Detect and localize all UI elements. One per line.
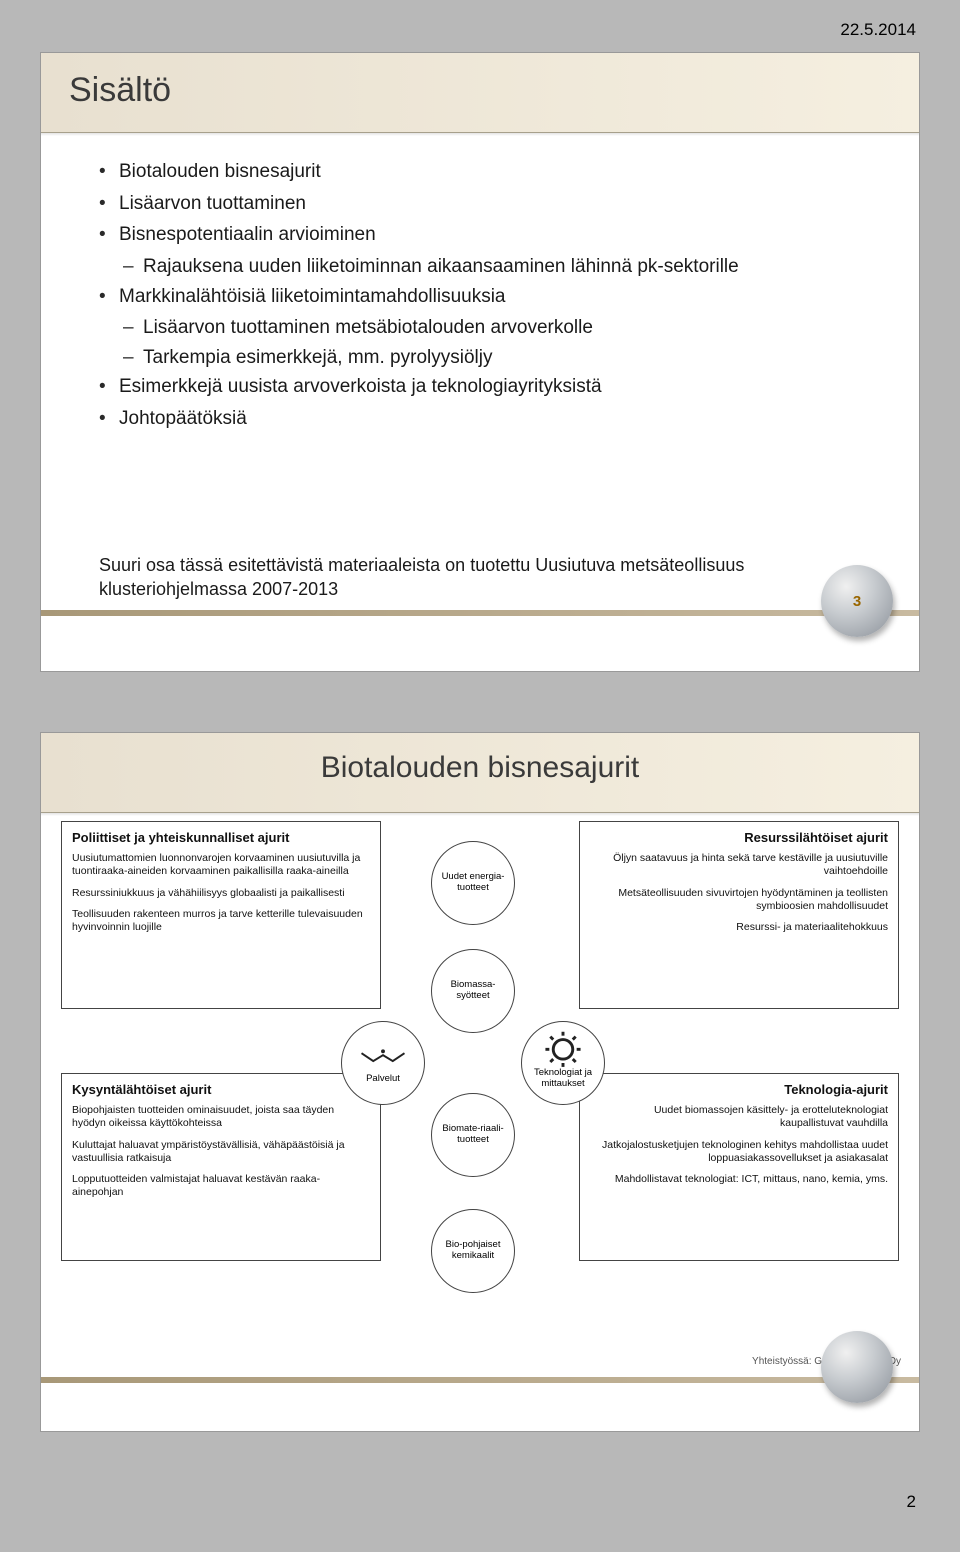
box-technology: Teknologia-ajurit Uudet biomassojen käsi…: [579, 1073, 899, 1261]
slide1-body: Biotalouden bisnesajurit Lisäarvon tuott…: [41, 133, 919, 458]
decorative-bar: [41, 1377, 919, 1383]
slide1-footer-note: Suuri osa tässä esitettävistä materiaale…: [99, 554, 839, 601]
bullet-item: Biotalouden bisnesajurit: [99, 159, 871, 185]
sub-bullet: Tarkempia esimerkkejä, mm. pyrolyysiöljy: [99, 345, 871, 371]
slide-1: Sisältö Biotalouden bisnesajurit Lisäarv…: [40, 52, 920, 672]
slide-number-badge: 3: [853, 593, 861, 610]
bullet-item: Bisnespotentiaalin arvioiminen: [99, 222, 871, 248]
box-title: Kysyntälähtöiset ajurit: [72, 1082, 370, 1098]
sub-bullet: Rajauksena uuden liiketoiminnan aikaansa…: [99, 254, 871, 280]
box-text: Lopputuotteiden valmistajat haluavat kes…: [72, 1173, 370, 1199]
bullet-item: Johtopäätöksiä: [99, 406, 871, 432]
bullet-item: Lisäarvon tuottaminen: [99, 191, 871, 217]
circle-label: Bio-pohjaiset kemikaalit: [436, 1240, 510, 1262]
box-text: Teollisuuden rakenteen murros ja tarve k…: [72, 908, 370, 934]
handshake-icon: [342, 1022, 424, 1104]
globe-icon: [821, 1331, 893, 1403]
box-text: Biopohjaisten tuotteiden ominaisuudet, j…: [72, 1104, 370, 1130]
circle-biomaterial-products: Biomate-riaali-tuotteet: [431, 1093, 515, 1177]
slide2-title: Biotalouden bisnesajurit: [69, 751, 891, 785]
slide1-header: Sisältö: [41, 53, 919, 133]
decorative-bar: [41, 610, 919, 616]
circle-label: Biomassa-syötteet: [436, 980, 510, 1002]
page-number: 2: [40, 1492, 920, 1512]
circle-biomass-feeds: Biomassa-syötteet: [431, 949, 515, 1033]
slide1-title: Sisältö: [69, 71, 891, 110]
box-resource: Resurssilähtöiset ajurit Öljyn saatavuus…: [579, 821, 899, 1009]
slide2-header: Biotalouden bisnesajurit: [41, 733, 919, 813]
circle-label: Uudet energia-tuotteet: [436, 872, 510, 894]
circle-biochemicals: Bio-pohjaiset kemikaalit: [431, 1209, 515, 1293]
box-text: Jatkojalostusketjujen teknologinen kehit…: [590, 1139, 888, 1165]
header-date: 22.5.2014: [40, 20, 920, 40]
box-demand: Kysyntälähtöiset ajurit Biopohjaisten tu…: [61, 1073, 381, 1261]
gear-icon: [522, 1022, 604, 1104]
circle-label: Biomate-riaali-tuotteet: [436, 1124, 510, 1146]
circle-label: Teknologiat ja mittaukset: [526, 1068, 600, 1090]
circle-services: Palvelut: [341, 1021, 425, 1105]
box-political: Poliittiset ja yhteiskunnalliset ajurit …: [61, 821, 381, 1009]
circle-energy-products: Uudet energia-tuotteet: [431, 841, 515, 925]
circle-label: Palvelut: [366, 1074, 400, 1085]
bullet-item: Esimerkkejä uusista arvoverkoista ja tek…: [99, 374, 871, 400]
box-text: Uusiutumattomien luonnonvarojen korvaami…: [72, 852, 370, 878]
box-title: Teknologia-ajurit: [590, 1082, 888, 1098]
box-text: Resurssi- ja materiaalitehokkuus: [590, 921, 888, 934]
box-text: Metsäteollisuuden sivuvirtojen hyödyntäm…: [590, 887, 888, 913]
box-text: Kuluttajat haluavat ympäristöystävällisi…: [72, 1139, 370, 1165]
circle-technologies: Teknologiat ja mittaukset: [521, 1021, 605, 1105]
box-title: Resurssilähtöiset ajurit: [590, 830, 888, 846]
slide-2: Biotalouden bisnesajurit Poliittiset ja …: [40, 732, 920, 1432]
box-text: Uudet biomassojen käsittely- ja erottelu…: [590, 1104, 888, 1130]
box-text: Öljyn saatavuus ja hinta sekä tarve kest…: [590, 852, 888, 878]
globe-icon: 3: [821, 565, 893, 637]
slide2-grid: Poliittiset ja yhteiskunnalliset ajurit …: [41, 813, 919, 1373]
box-text: Resurssiniukkuus ja vähähiilisyys globaa…: [72, 887, 370, 900]
sub-bullet: Lisäarvon tuottaminen metsäbiotalouden a…: [99, 315, 871, 341]
box-title: Poliittiset ja yhteiskunnalliset ajurit: [72, 830, 370, 846]
bullet-item: Markkinalähtöisiä liiketoimintamahdollis…: [99, 284, 871, 310]
box-text: Mahdollistavat teknologiat: ICT, mittaus…: [590, 1173, 888, 1186]
